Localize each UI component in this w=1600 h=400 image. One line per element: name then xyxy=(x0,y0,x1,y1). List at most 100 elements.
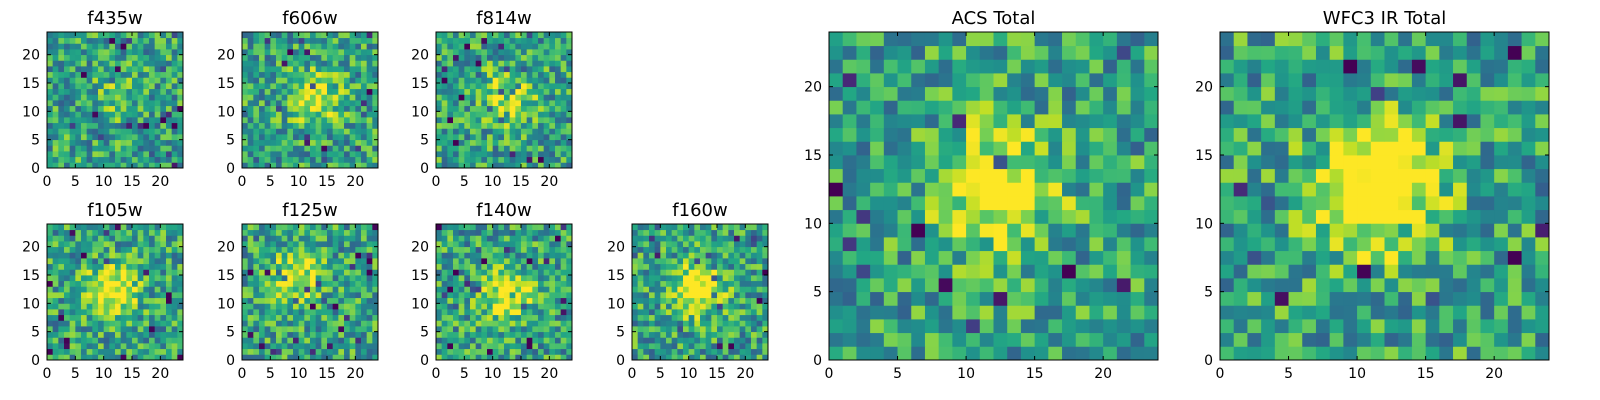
heatmap-cell xyxy=(543,354,550,361)
heatmap-cell xyxy=(526,66,533,73)
heatmap-cell xyxy=(555,88,562,95)
heatmap-cell xyxy=(979,196,994,211)
heatmap-cell xyxy=(481,156,488,163)
heatmap-cell xyxy=(242,145,249,152)
heatmap-cell xyxy=(310,71,317,78)
heatmap-cell xyxy=(521,246,528,253)
heatmap-cell xyxy=(549,151,556,158)
heatmap-cell xyxy=(464,49,471,56)
heatmap-cell xyxy=(120,297,127,304)
heatmap-cell xyxy=(966,346,981,361)
heatmap-cell xyxy=(332,145,339,152)
heatmap-cell xyxy=(166,60,173,67)
heatmap-cell xyxy=(453,111,460,118)
heatmap-cell xyxy=(532,43,539,50)
heatmap-cell xyxy=(253,49,260,56)
heatmap-cell xyxy=(338,258,345,265)
heatmap-cell xyxy=(549,246,556,253)
heatmap-cell xyxy=(52,331,59,338)
heatmap-cell xyxy=(870,127,885,142)
heatmap-cell xyxy=(739,320,746,327)
heatmap-cell xyxy=(543,326,550,333)
heatmap-cell xyxy=(349,128,356,135)
heatmap-cell xyxy=(264,286,271,293)
heatmap-cell xyxy=(555,286,562,293)
heatmap-cell xyxy=(242,303,249,310)
heatmap-cell xyxy=(555,309,562,316)
heatmap-cell xyxy=(52,60,59,67)
heatmap-cell xyxy=(458,354,465,361)
heatmap-cell xyxy=(310,303,317,310)
heatmap-cell xyxy=(287,314,294,321)
heatmap-cell xyxy=(711,263,718,270)
heatmap-cell xyxy=(321,252,328,259)
heatmap-cell xyxy=(338,37,345,44)
heatmap-cell xyxy=(464,263,471,270)
heatmap-cell xyxy=(734,348,741,355)
heatmap-cell xyxy=(1144,127,1159,142)
heatmap-cell xyxy=(242,162,249,169)
heatmap-cell xyxy=(745,224,752,231)
heatmap-cell xyxy=(69,246,76,253)
heatmap-cell xyxy=(762,246,769,253)
heatmap-cell xyxy=(120,32,127,39)
heatmap-cell xyxy=(683,224,690,231)
heatmap-cell xyxy=(287,258,294,265)
heatmap-cell xyxy=(264,229,271,236)
heatmap-cell xyxy=(543,331,550,338)
heatmap-cell xyxy=(132,286,139,293)
heatmap-cell xyxy=(1103,182,1118,197)
heatmap-cell xyxy=(870,209,885,224)
heatmap-cell xyxy=(92,66,99,73)
heatmap-cell xyxy=(109,83,116,90)
heatmap-cell xyxy=(952,59,967,74)
heatmap-cell xyxy=(543,235,550,242)
heatmap-cell xyxy=(453,100,460,107)
heatmap-cell xyxy=(487,320,494,327)
heatmap-cell xyxy=(52,151,59,158)
heatmap-cell xyxy=(751,292,758,299)
heatmap-cell xyxy=(447,139,454,146)
heatmap-cell xyxy=(81,275,88,282)
heatmap-cell xyxy=(1494,305,1509,320)
heatmap-cell xyxy=(666,320,673,327)
heatmap-cell xyxy=(464,280,471,287)
heatmap-cell xyxy=(1384,305,1399,320)
heatmap-cell xyxy=(355,258,362,265)
heatmap-cell xyxy=(521,105,528,112)
heatmap-cell xyxy=(276,280,283,287)
heatmap-cell xyxy=(1007,196,1022,211)
heatmap-cell xyxy=(705,292,712,299)
heatmap-cell xyxy=(700,241,707,248)
heatmap-cell xyxy=(555,71,562,78)
heatmap-cell xyxy=(310,32,317,39)
heatmap-cell xyxy=(259,139,266,146)
heatmap-cell xyxy=(64,309,71,316)
heatmap-cell xyxy=(315,258,322,265)
heatmap-cell xyxy=(481,94,488,101)
heatmap-cell xyxy=(660,297,667,304)
heatmap-cell xyxy=(126,94,133,101)
heatmap-cell xyxy=(677,292,684,299)
heatmap-cell xyxy=(966,332,981,347)
heatmap-cell xyxy=(64,263,71,270)
heatmap-cell xyxy=(521,224,528,231)
x-tick-label: 5 xyxy=(893,366,902,382)
heatmap-cell xyxy=(372,269,379,276)
heatmap-cell xyxy=(120,139,127,146)
heatmap-cell xyxy=(109,54,116,61)
heatmap-cell xyxy=(677,343,684,350)
heatmap-cell xyxy=(870,114,885,129)
heatmap-cell xyxy=(649,241,656,248)
heatmap-cell xyxy=(349,111,356,118)
heatmap-cell xyxy=(1357,346,1372,361)
heatmap-cell xyxy=(92,60,99,67)
heatmap-cell xyxy=(543,224,550,231)
heatmap-cell xyxy=(475,331,482,338)
heatmap-cell xyxy=(332,263,339,270)
heatmap-cell xyxy=(344,280,351,287)
heatmap-cell xyxy=(304,326,311,333)
heatmap-cell xyxy=(458,156,465,163)
heatmap-cell xyxy=(756,314,763,321)
heatmap-cell xyxy=(475,235,482,242)
